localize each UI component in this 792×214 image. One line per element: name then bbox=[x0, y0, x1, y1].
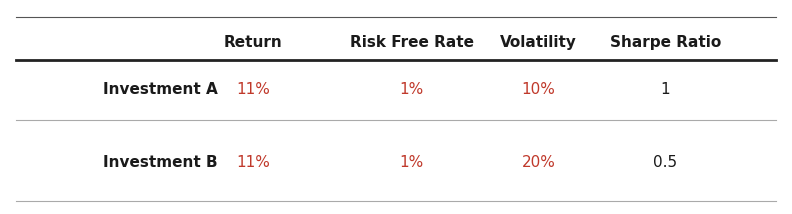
Text: 1%: 1% bbox=[400, 82, 424, 97]
Text: 1%: 1% bbox=[400, 155, 424, 170]
Text: Investment B: Investment B bbox=[103, 155, 218, 170]
Text: 20%: 20% bbox=[522, 155, 555, 170]
Text: Volatility: Volatility bbox=[500, 35, 577, 50]
Text: 11%: 11% bbox=[237, 155, 270, 170]
Text: 10%: 10% bbox=[522, 82, 555, 97]
Text: 0.5: 0.5 bbox=[653, 155, 677, 170]
Text: 11%: 11% bbox=[237, 82, 270, 97]
Text: 1: 1 bbox=[661, 82, 670, 97]
Text: Sharpe Ratio: Sharpe Ratio bbox=[610, 35, 721, 50]
Text: Return: Return bbox=[224, 35, 283, 50]
Text: Risk Free Rate: Risk Free Rate bbox=[350, 35, 474, 50]
Text: Investment A: Investment A bbox=[103, 82, 218, 97]
